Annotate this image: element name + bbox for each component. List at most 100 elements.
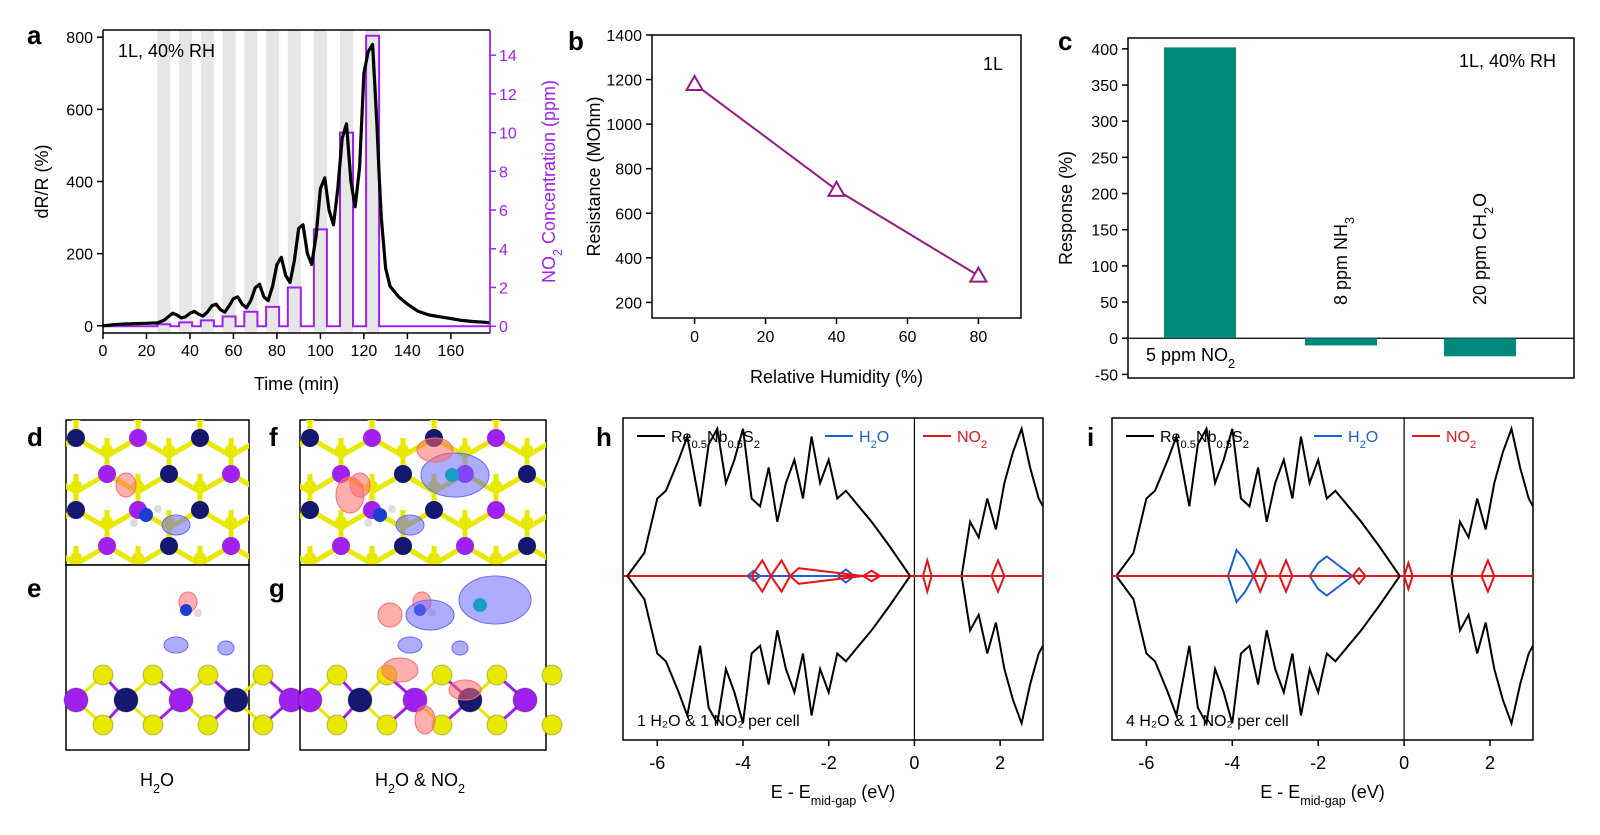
metal-atom [402, 687, 428, 713]
sulfur-atom [490, 480, 502, 492]
metal-atom [332, 393, 350, 411]
bond [133, 420, 138, 423]
bond [231, 402, 262, 420]
metal-atom [98, 537, 116, 555]
y2-axis-label-part: Concentration (ppm) [539, 80, 559, 249]
sulfur-atom [287, 444, 299, 456]
sulfur-atom [142, 664, 164, 686]
bond [248, 546, 279, 564]
hydrogen-atom [194, 609, 202, 617]
metal-atom [63, 687, 89, 713]
x-axis-label-sub: mid-gap [1300, 794, 1346, 808]
charge-density-positive [115, 472, 137, 498]
legend-label-sub: 2 [754, 439, 760, 451]
data-point [684, 74, 705, 92]
panel-label-a: a [27, 20, 42, 50]
sulfur-atom [225, 444, 237, 456]
x-axis-label: E - Emid-gap (eV) [771, 782, 896, 808]
metal-atom [36, 393, 54, 411]
category-label: 8 ppm NH3 [1331, 217, 1357, 305]
legend-label-sub: 0.5 [1216, 439, 1232, 451]
y-tick-label: 200 [1091, 187, 1118, 204]
x-tick-label: 100 [307, 343, 334, 360]
dos-series-up [1115, 425, 1401, 577]
bond [293, 402, 324, 420]
bond [558, 510, 589, 528]
bond [589, 402, 620, 420]
sulfur-atom [252, 664, 274, 686]
x-axis-label: E - Emid-gap (eV) [1260, 782, 1385, 808]
panel-label-f: f [269, 422, 278, 452]
metal-atom [270, 393, 288, 411]
y-tick-label: 200 [66, 247, 93, 264]
category-label: 5 ppm NO2 [1146, 345, 1235, 371]
y-axis-label: dR/R (%) [32, 144, 52, 218]
bond [434, 420, 439, 423]
caption-part: H [140, 770, 153, 790]
dos-series-up [960, 425, 1044, 577]
category-label-part: 20 ppm CH [1470, 214, 1490, 305]
sulfur-atom [256, 552, 268, 564]
sulfur-atom [194, 552, 206, 564]
panel-a-annotation: 1L, 40% RH [118, 41, 215, 61]
metal-atom [394, 537, 412, 555]
charge-density-positive [335, 476, 365, 514]
metal-atom [580, 393, 598, 411]
exposure-window [287, 30, 301, 333]
bond [71, 420, 76, 423]
panel-b-annotation: 1L [983, 54, 1003, 74]
sulfur-atom [256, 480, 268, 492]
sulfur-atom [326, 714, 348, 736]
hydrogen-atom [130, 519, 138, 527]
bar [1444, 338, 1516, 357]
metal-atom [347, 687, 373, 713]
no2-concentration-series [103, 34, 490, 328]
structure-caption-right: H2O & NO2 [375, 770, 465, 796]
sulfur-atom [163, 444, 175, 456]
sulfur-atom [376, 714, 398, 736]
panel-label-e: e [27, 573, 41, 603]
x-tick-label: 140 [394, 343, 421, 360]
hydrogen-atom [388, 505, 396, 513]
x-tick-label: -4 [1224, 753, 1240, 773]
dos-series-down [922, 556, 1006, 595]
metal-atom [487, 429, 505, 447]
bond [429, 420, 434, 423]
legend-label-part: O [1366, 429, 1378, 446]
bond [558, 438, 589, 456]
x-tick-label: 80 [970, 329, 988, 346]
charge-density-negative [397, 636, 423, 654]
bond [262, 402, 293, 420]
metal-atom [223, 687, 249, 713]
y2-tick-label: 2 [499, 281, 508, 298]
x-tick-label: 40 [828, 329, 846, 346]
sulfur-atom [428, 408, 440, 420]
panel-label-d: d [27, 422, 43, 452]
metal-atom [580, 465, 598, 483]
sulfur-atom [39, 516, 51, 528]
metal-atom [518, 393, 536, 411]
sulfur-atom [614, 552, 626, 564]
category-label-part: 8 ppm NH [1331, 224, 1351, 305]
metal-atom [253, 501, 271, 519]
metal-atom [5, 429, 23, 447]
plot-frame [651, 34, 1022, 319]
nitrogen-atom [445, 468, 459, 482]
x-tick-label: 0 [690, 329, 699, 346]
sulfur-atom [197, 664, 219, 686]
data-point [826, 179, 847, 197]
legend-label-part: H [859, 429, 871, 446]
sulfur-atom [380, 408, 392, 420]
sulfur-atom [431, 664, 453, 686]
sulfur-atom [194, 480, 206, 492]
bond [372, 420, 377, 423]
category-label-sub: 3 [1343, 217, 1357, 224]
legend-label-part: O [877, 429, 889, 446]
metal-atom [301, 429, 319, 447]
metal-atom [98, 465, 116, 483]
sulfur-atom [552, 552, 564, 564]
charge-density-positive [448, 679, 482, 701]
bond [558, 582, 589, 600]
exposure-window [266, 30, 280, 333]
bond [589, 546, 620, 564]
